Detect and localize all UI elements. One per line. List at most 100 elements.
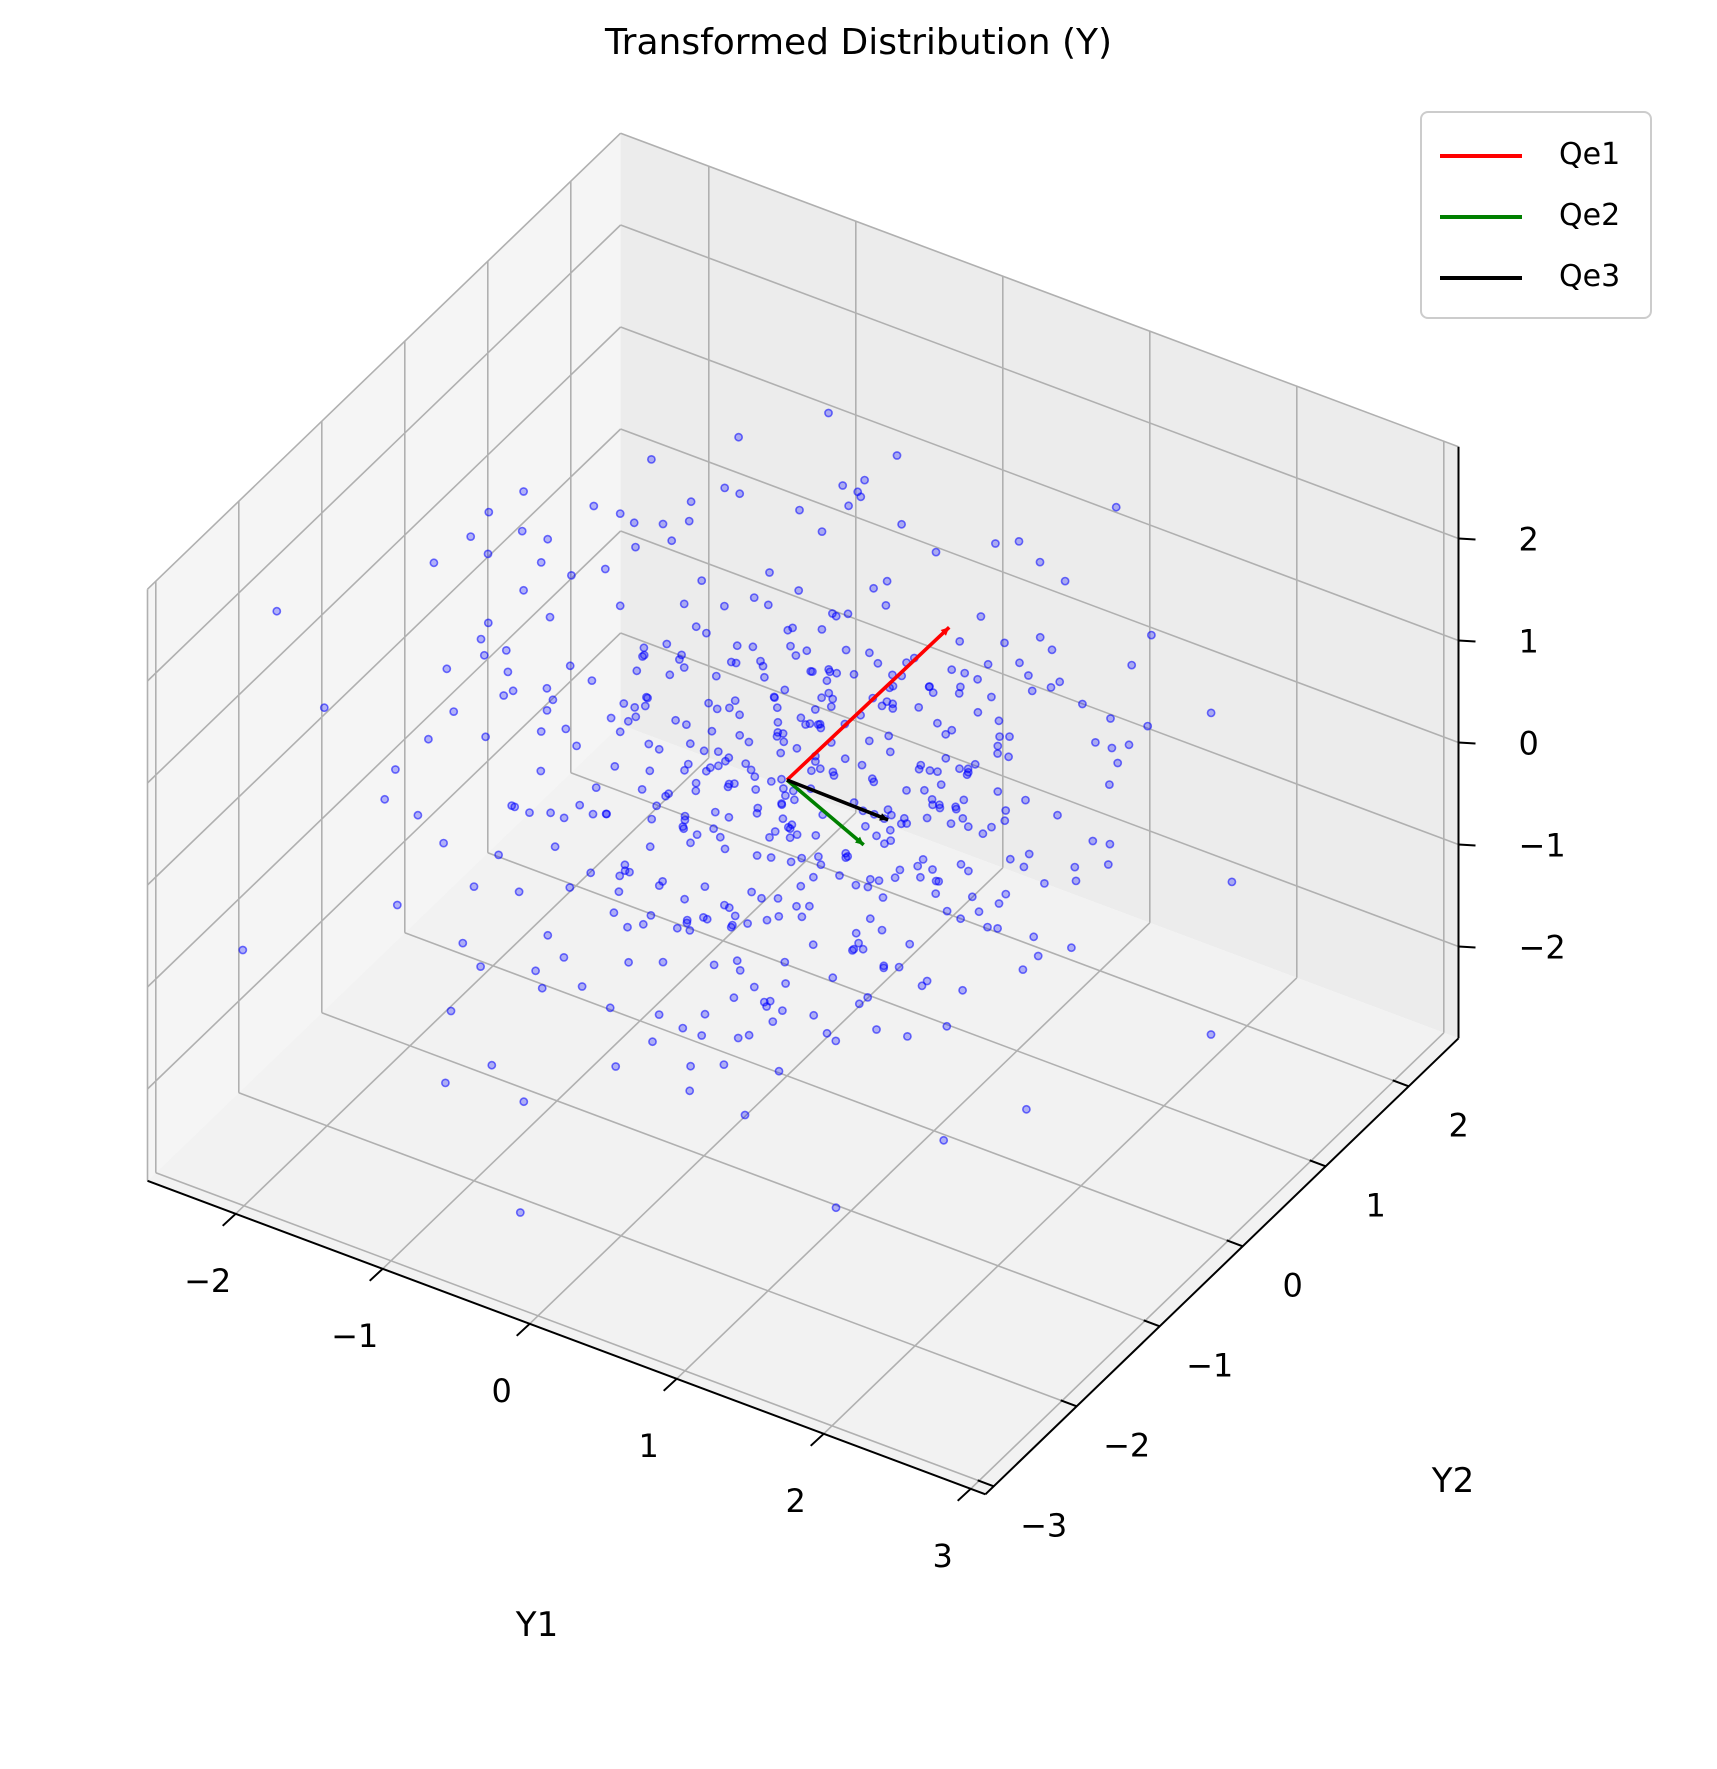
legend-label-qe2: Qe2 — [1559, 198, 1621, 233]
scatter-point — [777, 774, 786, 784]
scatter-point — [740, 1110, 750, 1120]
scatter-point — [615, 601, 625, 611]
scatter-point — [744, 1030, 754, 1040]
scatter-point — [955, 764, 964, 774]
scatter-point — [692, 830, 702, 839]
y-tick-label: 2 — [1449, 1106, 1469, 1144]
x-tick — [222, 1213, 237, 1227]
grid-line-z-left — [146, 530, 622, 988]
grid-line-z-left — [146, 326, 622, 784]
scatter-point — [591, 783, 601, 792]
x-tick — [369, 1268, 384, 1282]
x-tick — [957, 1488, 972, 1502]
x-tick-label: −1 — [331, 1317, 378, 1355]
scatter-point — [794, 586, 804, 595]
scatter-point — [841, 645, 851, 655]
scatter-point — [1060, 576, 1070, 586]
pane-floor — [147, 724, 1459, 1495]
x-tick — [516, 1323, 531, 1337]
scatter-point — [1091, 738, 1100, 747]
scatter-point — [1147, 630, 1156, 640]
scatter-point — [993, 787, 1003, 796]
scatter-point — [476, 634, 486, 644]
scatter-point — [885, 747, 895, 757]
scatter-point — [817, 693, 826, 703]
scatter-point — [704, 698, 713, 708]
scatter-point — [536, 558, 546, 567]
scatter-point — [947, 725, 957, 735]
scatter-point — [1015, 658, 1024, 668]
scatter-point — [501, 646, 511, 655]
scatter-points — [238, 408, 1237, 1217]
scatter-point — [623, 922, 632, 932]
scatter-point — [484, 507, 494, 517]
scatter-point — [958, 985, 967, 995]
scatter-point — [766, 853, 776, 862]
x-tick-label: 1 — [639, 1427, 659, 1465]
scatter-point — [924, 682, 934, 692]
scatter-point — [854, 999, 864, 1009]
scatter-point — [631, 542, 640, 552]
pane-edge — [146, 132, 622, 590]
scatter-point — [644, 739, 654, 749]
scatter-point — [686, 1061, 695, 1071]
scatter-point — [639, 650, 649, 660]
scatter-point — [964, 866, 973, 876]
scatter-point — [872, 1025, 881, 1034]
scatter-point — [413, 810, 423, 820]
scatter-point — [392, 900, 402, 910]
scatter-point — [519, 487, 528, 496]
scatter-point — [619, 699, 629, 708]
scatter-point — [791, 651, 801, 660]
scatter-point — [735, 710, 744, 720]
scatter-point — [1105, 839, 1115, 849]
scatter-point — [960, 668, 970, 678]
scatter-point — [729, 993, 739, 1003]
scatter-point — [822, 676, 832, 686]
scatter-point — [777, 799, 786, 808]
scatter-point — [786, 641, 795, 651]
scatter-point — [931, 547, 941, 557]
scatter-point — [645, 842, 655, 852]
scatter-point — [646, 911, 656, 920]
scatter-point — [931, 889, 941, 898]
scatter-point — [601, 809, 611, 819]
scatter-point — [587, 676, 597, 685]
scatter-point — [994, 899, 1004, 908]
scatter-point — [757, 893, 766, 903]
scatter-point — [1127, 660, 1137, 670]
scatter-point — [720, 601, 729, 611]
grid-line-z-back — [620, 428, 1459, 744]
scatter-point — [751, 785, 761, 794]
scatter-point — [817, 625, 827, 634]
scatter-point — [816, 860, 826, 870]
direction-vectors — [785, 625, 951, 847]
scatter-point — [647, 454, 656, 464]
y-tick-label: −3 — [1020, 1506, 1067, 1544]
grid-line-x-floor — [676, 922, 1151, 1380]
scatter-point — [1019, 862, 1029, 872]
scatter-point — [1047, 645, 1057, 655]
scatter-point — [652, 801, 661, 811]
scatter-point — [780, 957, 790, 967]
legend-swatch-qe2 — [1440, 215, 1522, 219]
scatter-point — [785, 833, 795, 843]
scatter-point — [792, 901, 801, 911]
scatter-point — [753, 803, 763, 813]
scatter-point — [994, 716, 1004, 726]
scatter-point — [679, 663, 689, 672]
scatter-point — [720, 483, 730, 493]
scatter-point — [841, 848, 851, 858]
scatter-point — [933, 767, 942, 776]
y-axis-label: Y2 — [1431, 1461, 1474, 1501]
grid-line-x-floor — [235, 757, 710, 1215]
scatter-point — [1227, 877, 1237, 887]
scatter-point — [683, 759, 693, 769]
scatter-point — [838, 481, 848, 490]
scatter-point — [1040, 879, 1049, 888]
scatter-point — [680, 815, 690, 825]
scatter-point — [780, 685, 790, 695]
grid-line-z-back — [620, 530, 1459, 846]
scatter-point — [238, 945, 248, 955]
scatter-point — [802, 646, 812, 656]
